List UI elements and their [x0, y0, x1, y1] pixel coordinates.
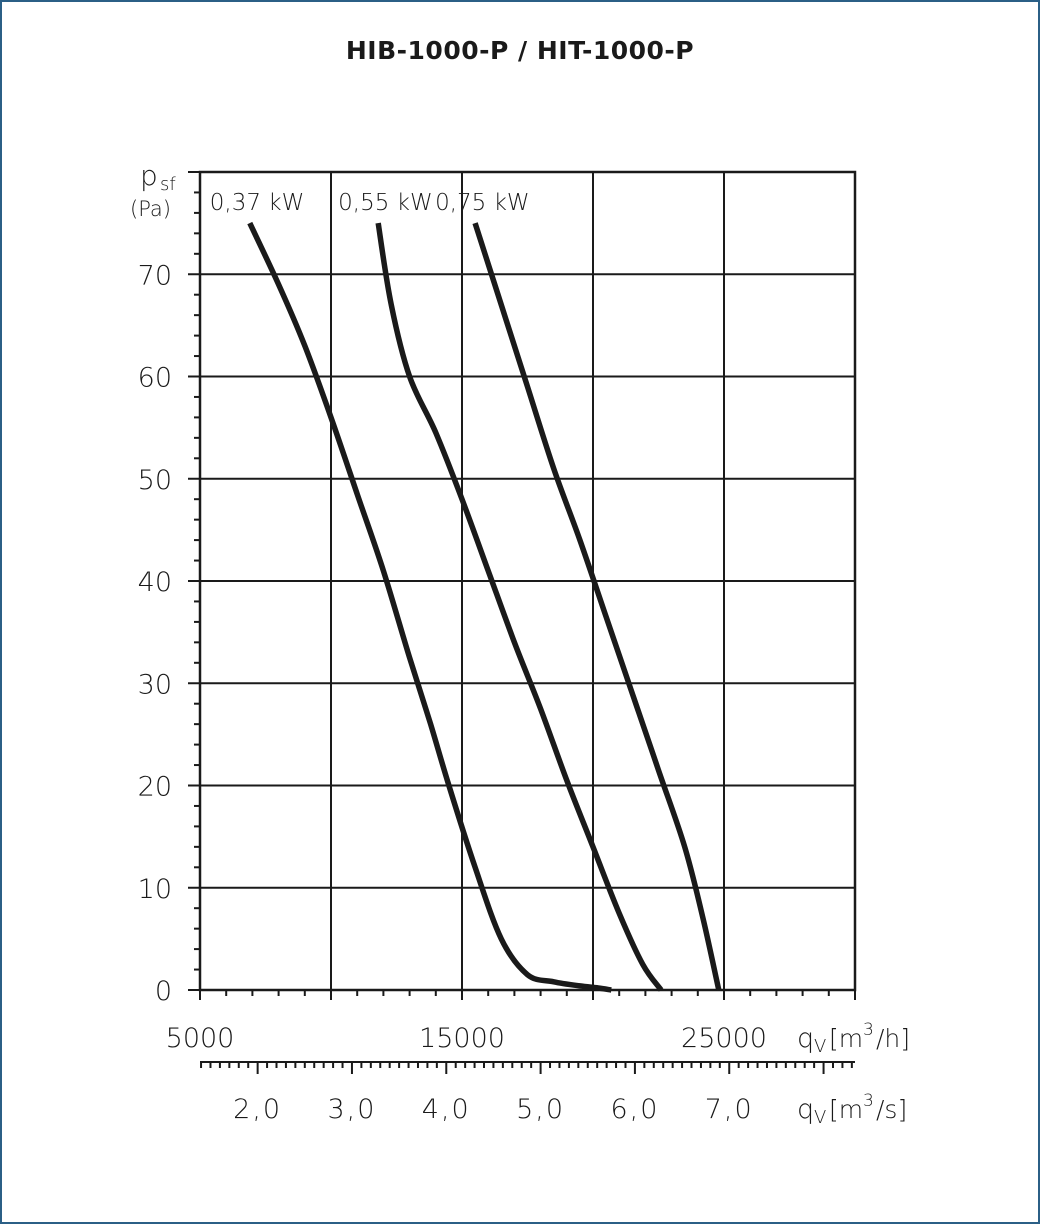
series-label-3: 0,75 kW	[435, 190, 530, 216]
x2-tick-label: 4,0	[422, 1094, 471, 1125]
y-tick-label: 50	[138, 465, 172, 496]
grid-layer	[198, 170, 857, 992]
x-axis-label-h-unit-b: /h]	[876, 1024, 910, 1053]
series-layer	[247, 221, 722, 993]
x-tick-label: 25000	[681, 1023, 767, 1054]
series-line-1	[247, 221, 612, 993]
x-axis-label-s-unit-sup: 3	[863, 1091, 874, 1111]
x-axis-label-s-sub: V	[814, 1107, 826, 1128]
x-axis-label-h-sub: V	[814, 1036, 826, 1057]
y-tick-label: 40	[138, 567, 172, 598]
x2-tick-label: 5,0	[516, 1094, 565, 1125]
x2-tick-label: 3,0	[327, 1094, 376, 1125]
chart-title: HIB-1000-P / HIT-1000-P	[345, 36, 695, 65]
x-axis-label-h-q: q	[797, 1023, 814, 1054]
y-axis-unit: (Pa)	[130, 197, 171, 221]
y-axis-label-sub: sf	[160, 174, 176, 195]
x-tick-label: 15000	[419, 1023, 505, 1054]
y-tick-label: 0	[155, 976, 172, 1007]
x-axis-label-s-q: q	[797, 1094, 814, 1125]
x2-tick-label: 7,0	[705, 1094, 754, 1125]
y-tick-label: 20	[138, 772, 172, 803]
x2-tick-label: 6,0	[610, 1094, 659, 1125]
series-line-2	[375, 222, 664, 992]
y-tick-label: 60	[138, 363, 172, 394]
tick-layer	[188, 171, 856, 1074]
x-tick-label: 5000	[166, 1023, 235, 1054]
x-axis-label-h-unit-a: [m	[829, 1024, 863, 1053]
series-line-3	[472, 222, 722, 991]
label-layer: 0 10 20 30 40 50 60 70 5000 15000 25000 2,0 3,0 4,0 5,…	[130, 159, 910, 1128]
series-label-1: 0,37 kW	[210, 190, 305, 216]
x2-tick-label: 2,0	[233, 1094, 282, 1125]
series-label-2: 0,55 kW	[338, 190, 433, 216]
y-tick-label: 10	[138, 874, 172, 905]
y-tick-label: 70	[138, 260, 172, 291]
y-tick-label: 30	[138, 669, 172, 700]
x-axis-label-s-unit-a: [m	[829, 1095, 863, 1124]
x-axis-label-s-unit-b: /s]	[876, 1095, 907, 1124]
y-axis-label: p	[140, 159, 158, 192]
x-axis-label-h-unit-sup: 3	[863, 1020, 874, 1040]
